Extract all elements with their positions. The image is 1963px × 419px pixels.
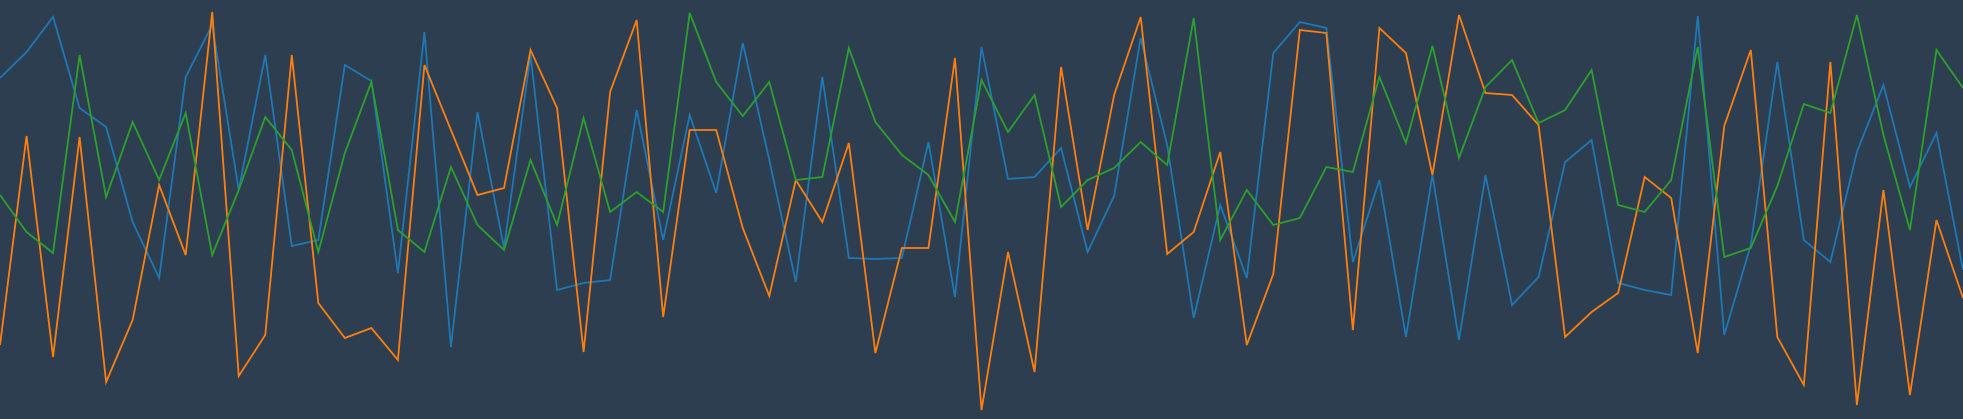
line-series bbox=[0, 12, 1963, 259]
line-series bbox=[0, 11, 1963, 411]
line-series bbox=[0, 15, 1963, 348]
